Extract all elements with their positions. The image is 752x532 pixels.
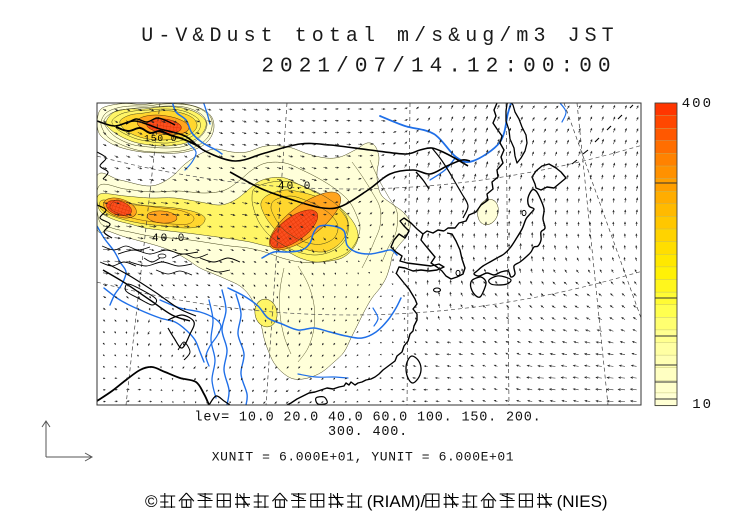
svg-text:2021/07/14.12:00:00: 2021/07/14.12:00:00 [261, 56, 616, 79]
svg-text:10: 10 [692, 397, 713, 413]
svg-text:150.0: 150.0 [144, 133, 178, 144]
svg-text:XUNIT = 6.000E+01, YUNIT = 6.0: XUNIT = 6.000E+01, YUNIT = 6.000E+01 [212, 450, 514, 465]
svg-text:(RIAM)/: (RIAM)/ [367, 492, 426, 511]
svg-text:400: 400 [682, 96, 713, 112]
svg-text:40.0: 40.0 [152, 233, 186, 245]
svg-text:©: © [145, 492, 158, 511]
svg-text:300. 400.: 300. 400. [328, 425, 408, 440]
svg-text:40.0: 40.0 [278, 181, 312, 193]
svg-text:U-V&Dust total m/s&ug/m3 JST: U-V&Dust total m/s&ug/m3 JST [141, 25, 618, 48]
svg-text:(NIES): (NIES) [557, 492, 608, 511]
svg-text:lev= 10.0 20.0 40.0 60.0 100.: lev= 10.0 20.0 40.0 60.0 100. 150. 200. [194, 411, 541, 426]
